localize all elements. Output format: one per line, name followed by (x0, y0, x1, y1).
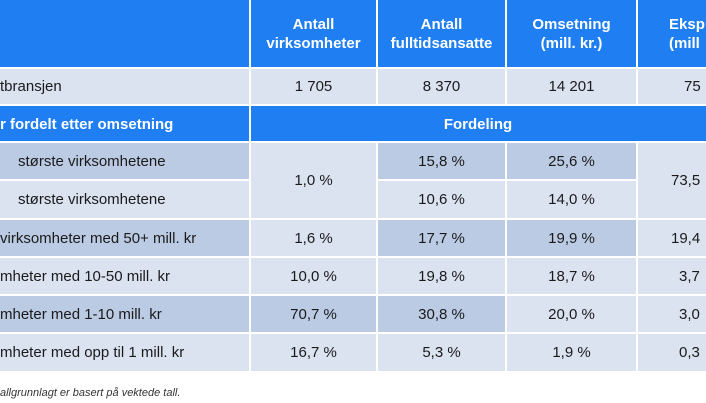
row-virksomheter: 1,6 % (250, 219, 377, 257)
row-eksport: 0,3 (637, 333, 706, 371)
row-label: mheter med 1-10 mill. kr (0, 295, 250, 333)
row-label: mheter med 10-50 mill. kr (0, 257, 250, 295)
row-omsetning: 19,9 % (506, 219, 637, 257)
row-fulltidsansatte: 10,6 % (377, 180, 506, 218)
row-virksomheter: 16,7 % (250, 333, 377, 371)
grid-divider (0, 332, 706, 334)
row-fulltidsansatte: 15,8 % (377, 142, 506, 180)
header-eksport-line2: (mill (669, 35, 700, 52)
row-eksport: 3,7 (637, 257, 706, 295)
header-virksomheter-line2: virksomheter (266, 35, 361, 52)
total-omsetning: 14 201 (506, 68, 637, 104)
row-omsetning: 1,9 % (506, 333, 637, 371)
total-virksomheter: 1 705 (250, 68, 377, 104)
row-fulltidsansatte: 19,8 % (377, 257, 506, 295)
grid-divider (249, 0, 251, 371)
row-omsetning: 20,0 % (506, 295, 637, 333)
row-label: mheter med opp til 1 mill. kr (0, 333, 250, 371)
row-eksport: 19,4 (637, 219, 706, 257)
row-fulltidsansatte: 17,7 % (377, 219, 506, 257)
footnote: allgrunnlagt er basert på vektede tall. (0, 387, 181, 399)
grid-divider (0, 104, 706, 106)
grid-divider (505, 0, 507, 106)
grid-divider (0, 141, 706, 143)
row-omsetning: 14,0 % (506, 180, 637, 218)
header-virksomheter-line1: Antall (292, 16, 335, 33)
total-row-label: tbransjen (0, 68, 250, 104)
header-label-cell (0, 0, 250, 68)
row-omsetning: 18,7 % (506, 257, 637, 295)
header-omsetning-line2: (mill. kr.) (540, 35, 603, 52)
section-fordeling: Fordeling (250, 106, 706, 142)
grid-divider (0, 294, 706, 296)
header-fulltidsansatte-line1: Antall (420, 16, 463, 33)
total-fulltidsansatte: 8 370 (377, 68, 506, 104)
header-omsetning-line1: Omsetning (532, 16, 611, 33)
grid-divider (0, 67, 706, 69)
row-virksomheter: 70,7 % (250, 295, 377, 333)
header-fulltidsansatte-line2: fulltidsansatte (390, 35, 493, 52)
row-label: største virksomhetene (0, 142, 250, 180)
row-fulltidsansatte: 30,8 % (377, 295, 506, 333)
total-eksport: 75 (637, 68, 706, 104)
header-fulltidsansatte: Antall fulltidsansatte (377, 0, 506, 68)
row-omsetning: 25,6 % (506, 142, 637, 180)
row-fulltidsansatte: 5,3 % (377, 333, 506, 371)
row-virksomheter: 10,0 % (250, 257, 377, 295)
row-eksport: 3,0 (637, 295, 706, 333)
grid-divider (636, 0, 638, 106)
grid-divider (0, 256, 706, 258)
grid-divider (377, 179, 637, 181)
row-label: virksomheter med 50+ mill. kr (0, 219, 250, 257)
merged-virksomheter-top: 1,0 % (250, 142, 377, 218)
header-eksport-line1: Eksp (669, 16, 705, 33)
grid-divider (0, 179, 250, 181)
section-label: r fordelt etter omsetning (0, 106, 250, 142)
header-virksomheter: Antall virksomheter (250, 0, 377, 68)
header-omsetning: Omsetning (mill. kr.) (506, 0, 637, 68)
merged-eksport-top: 73,5 (637, 142, 706, 218)
header-eksport: Eksp (mill (637, 0, 706, 68)
grid-divider (376, 0, 378, 106)
row-label: største virksomhetene (0, 180, 250, 218)
grid-divider (0, 218, 706, 220)
